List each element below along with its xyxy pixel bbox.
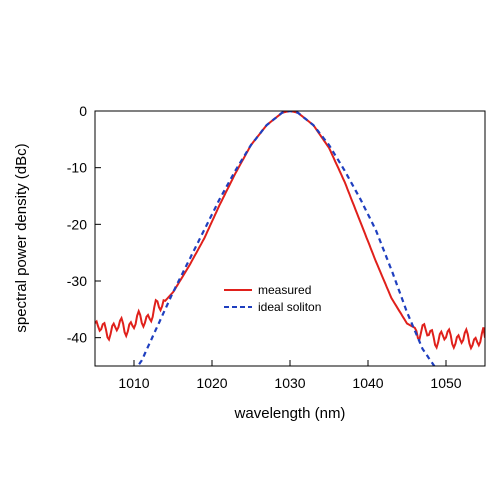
y-tick-label: 0 [79, 103, 87, 119]
legend: measured ideal soliton [224, 283, 321, 314]
ticks-layer: 1010 1020 1030 1040 1050 0 -10 -20 -30 -40 [67, 103, 462, 391]
y-tick-label: -40 [67, 330, 87, 346]
measured-series-line [95, 111, 485, 351]
x-axis-title: wavelength (nm) [234, 405, 346, 422]
plot-frame [94, 110, 486, 367]
ideal-soliton-series-line [136, 111, 436, 366]
x-tick-label: 1040 [352, 375, 383, 391]
x-tick-label: 1050 [430, 375, 461, 391]
series-layer [95, 111, 485, 366]
x-tick-label: 1030 [274, 375, 305, 391]
y-tick-label: -20 [67, 216, 87, 232]
y-tick-label: -10 [67, 160, 87, 176]
x-tick-label: 1010 [118, 375, 149, 391]
legend-label-measured: measured [258, 283, 311, 297]
y-tick-label: -30 [67, 273, 87, 289]
legend-label-ideal-soliton: ideal soliton [258, 300, 321, 314]
y-axis-title: spectral power density (dBc) [13, 143, 30, 332]
x-tick-label: 1020 [196, 375, 227, 391]
